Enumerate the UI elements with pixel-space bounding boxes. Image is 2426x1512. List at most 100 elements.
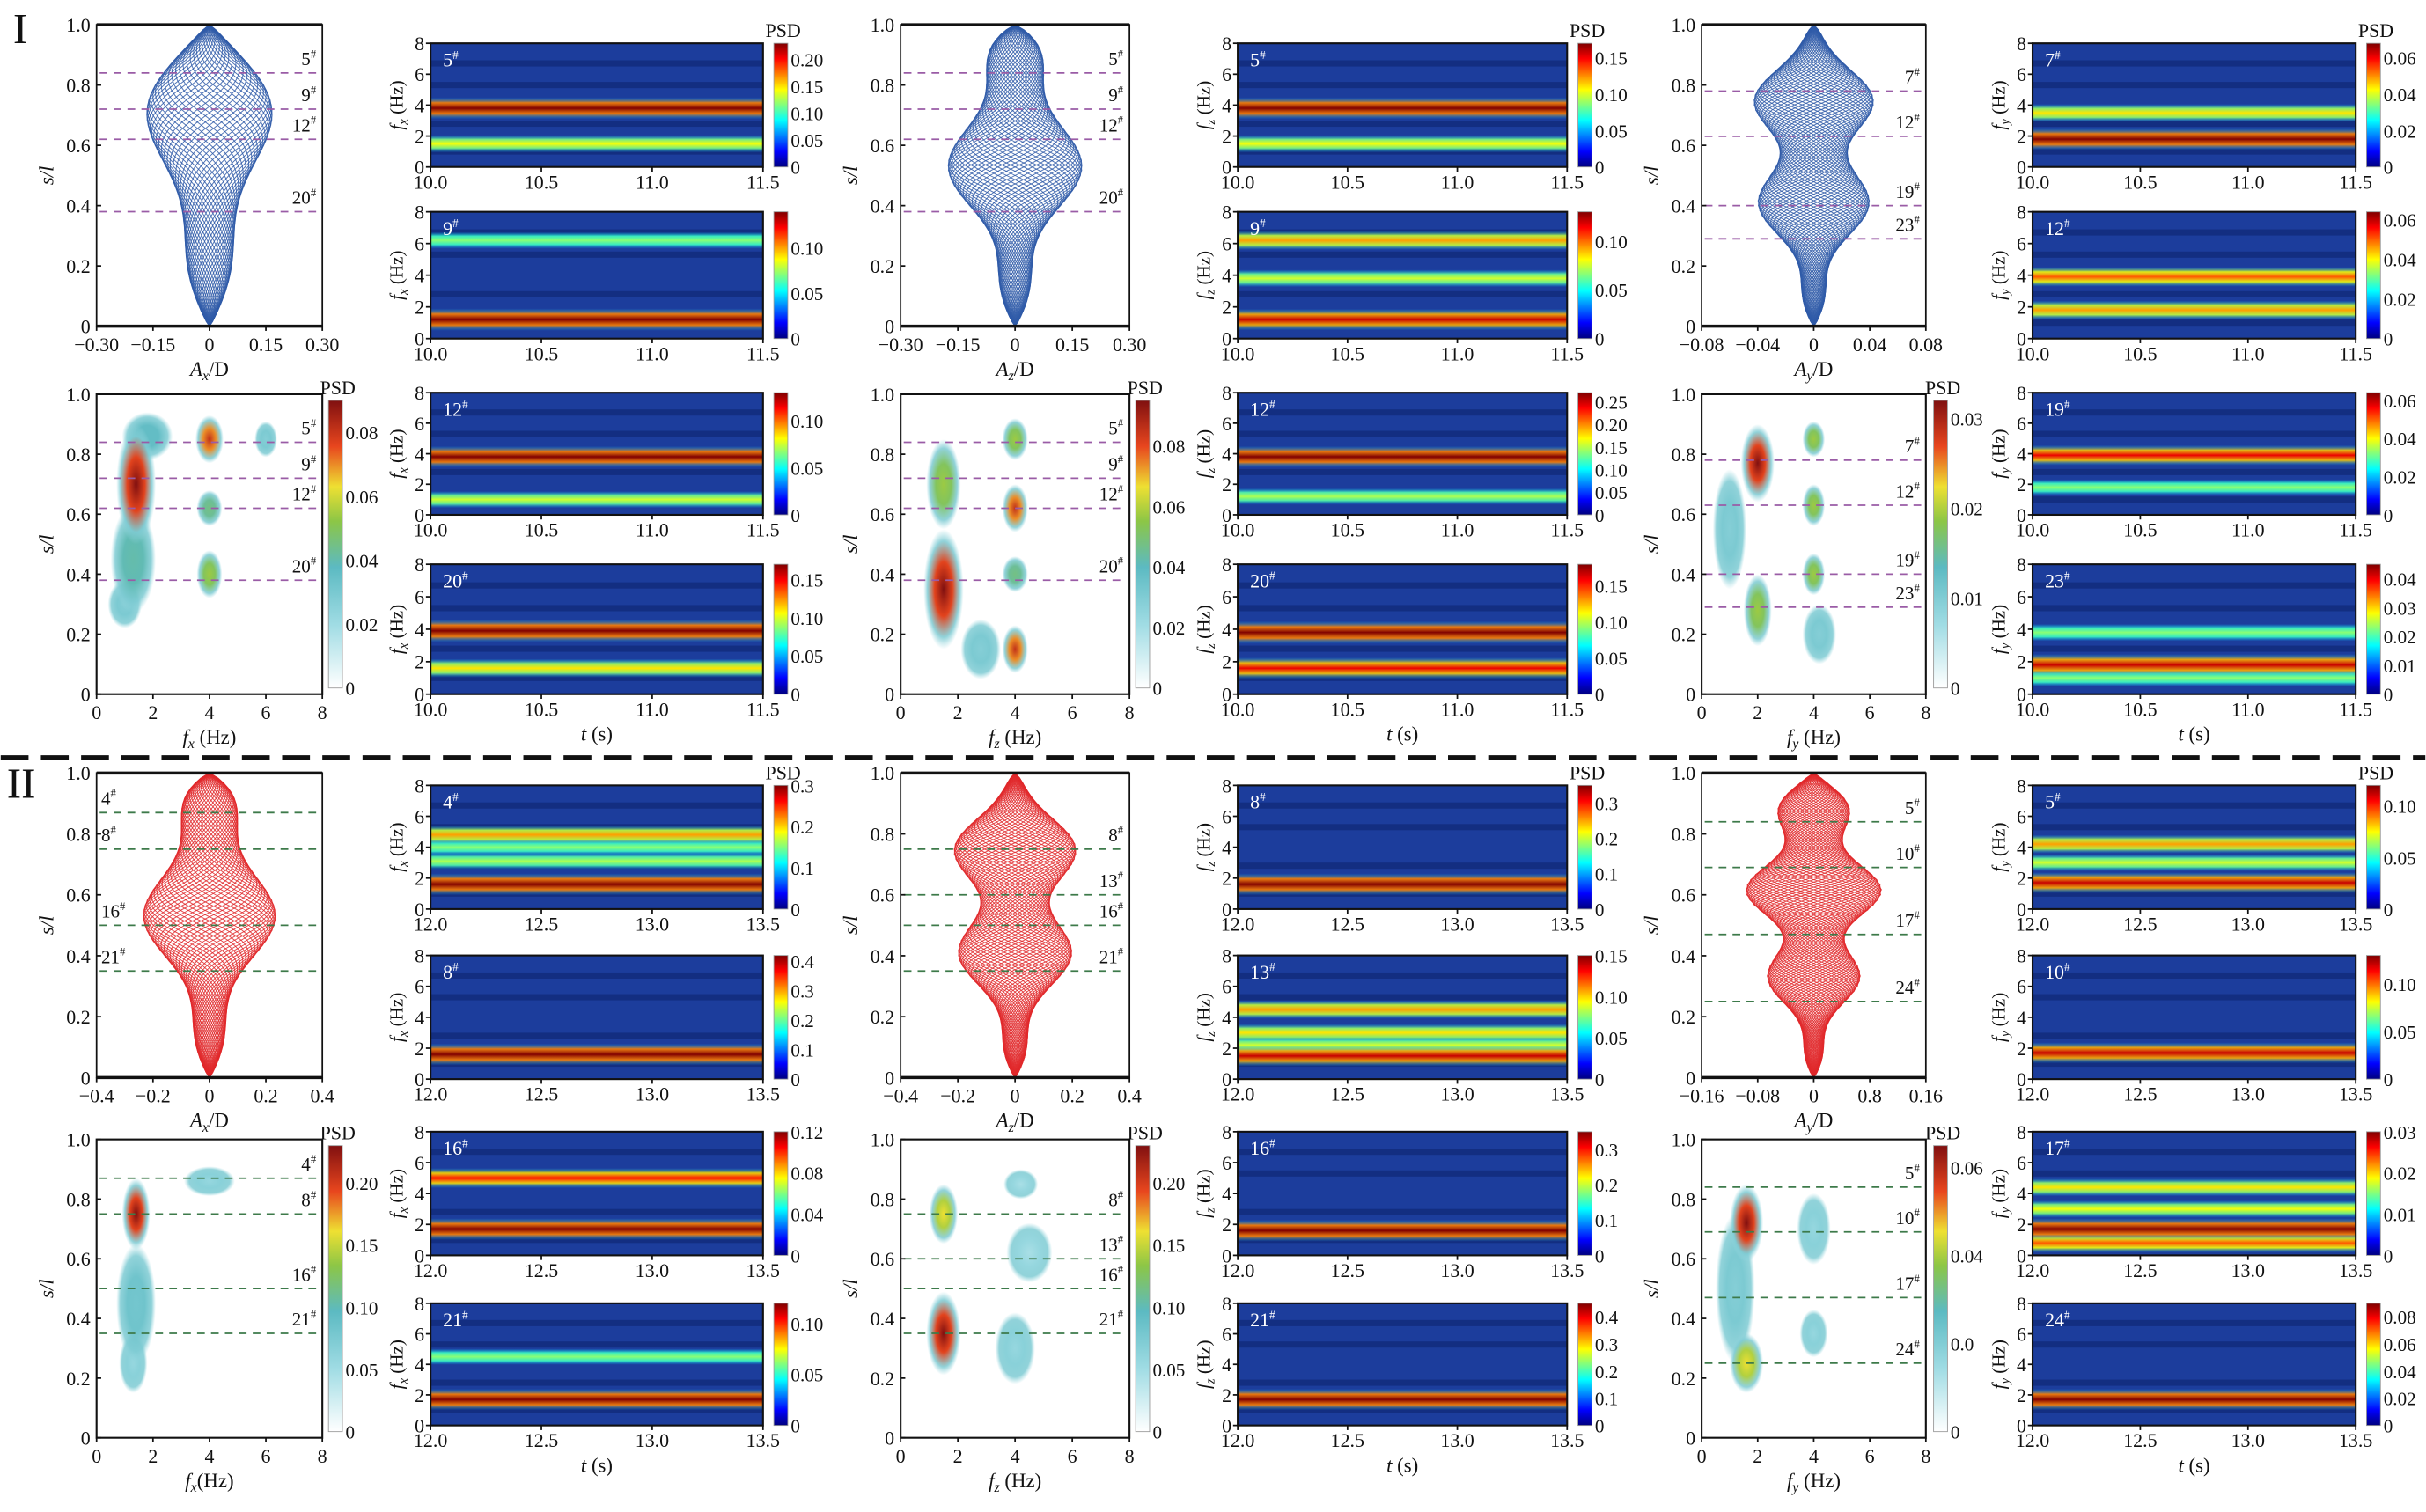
- y-tick-label: 2: [415, 1384, 424, 1406]
- mode-suffix: #: [1914, 1273, 1920, 1285]
- envelope-curve: [1757, 25, 1853, 327]
- x-tick-label: 4: [204, 701, 214, 723]
- x-tick-label: 12.5: [1331, 1259, 1364, 1281]
- axis-subscript: z: [1204, 1031, 1218, 1038]
- envelope-curve: [177, 773, 267, 1078]
- colorbar-tick-label: 0: [2384, 1069, 2393, 1090]
- x-tick-label: 13.0: [636, 1083, 669, 1105]
- y-tick-label: 6: [1222, 413, 1231, 435]
- probe-label: 4#: [443, 790, 459, 813]
- y-axis-label: s/l: [1641, 535, 1663, 554]
- y-tick-label: 1.0: [66, 14, 90, 36]
- spectrogram-trough: [430, 994, 763, 1001]
- spectrogram-band: [2033, 834, 2356, 854]
- y-tick-label: 4: [415, 837, 424, 859]
- axis-symbol: A: [995, 1110, 1010, 1132]
- colorbar-scale: [2366, 563, 2381, 695]
- mode-label: 12#: [1099, 114, 1124, 136]
- axis-symbol: f: [386, 292, 408, 300]
- y-tick-label: 0: [81, 1428, 91, 1450]
- colorbar-tick-label: 0.04: [2384, 84, 2416, 106]
- spectrogram-band: [430, 1043, 763, 1066]
- x-tick-label: 11.5: [2339, 342, 2372, 364]
- mode-number: 24: [1895, 977, 1915, 998]
- x-tick-label: −0.04: [1735, 334, 1780, 356]
- mode-suffix: #: [1118, 48, 1124, 60]
- x-tick-label: 13.5: [1550, 914, 1584, 936]
- spectrogram-trough: [430, 1319, 763, 1326]
- axis-symbol: f: [1787, 1470, 1795, 1492]
- axis-symbol: f: [1193, 1210, 1214, 1218]
- axis-symbol: f: [386, 471, 408, 479]
- y-tick-label: 0.2: [66, 255, 90, 277]
- axis-unit: (Hz): [197, 1470, 234, 1492]
- probe-label: 24#: [2045, 1308, 2070, 1331]
- y-tick-label: 8: [2017, 33, 2026, 55]
- spectrogram-trough: [2033, 972, 2356, 979]
- colorbar-scale: [2366, 955, 2381, 1080]
- colorbar-tick-label: 0: [790, 685, 800, 706]
- mode-label: 9#: [1108, 453, 1124, 475]
- mode-label: 12#: [292, 114, 317, 136]
- x-tick-label: −0.2: [136, 1084, 171, 1106]
- axis-symbol: t: [2179, 723, 2185, 745]
- x-axis-label: t (s): [581, 723, 613, 745]
- colorbar-scale: [1577, 1131, 1592, 1256]
- colorbar-tick-label: 0: [2384, 1245, 2393, 1266]
- y-tick-label: 0.4: [871, 195, 894, 217]
- colorbar: 00.050.100.150.200.25: [1577, 392, 1628, 526]
- axis-unit: (Hz): [1988, 605, 2009, 643]
- y-tick-label: 0.8: [871, 823, 894, 845]
- mode-number: 21: [1250, 1309, 1269, 1331]
- y-tick-label: 4: [415, 1354, 424, 1376]
- x-axis-label: Ay/D: [1793, 358, 1834, 384]
- mode-number: 10: [1895, 843, 1914, 864]
- axis-unit: (Hz): [1988, 823, 2009, 862]
- colorbar-tick-label: 0.06: [2384, 1334, 2416, 1355]
- colorbar-tick-label: 0.2: [1595, 1175, 1618, 1196]
- mode-label: 9#: [301, 84, 317, 106]
- spectrogram-band: [430, 619, 763, 642]
- spectrogram-band: [1238, 1000, 1568, 1019]
- axis-unit: /D: [209, 358, 229, 380]
- mode-suffix: #: [2064, 1308, 2070, 1321]
- colorbar-tick-label: 0: [2384, 158, 2393, 179]
- colorbar-title: PSD: [2358, 19, 2393, 41]
- mode-label: 21#: [292, 1308, 317, 1330]
- x-axis-label: t (s): [1386, 1454, 1418, 1476]
- mode-number: 20: [1099, 555, 1118, 576]
- mode-suffix: #: [452, 790, 459, 804]
- y-tick-label: 2: [2017, 1214, 2026, 1236]
- mode-suffix: #: [1914, 111, 1920, 123]
- spectrogram-trough: [1238, 582, 1568, 589]
- axis-subscript: y: [1805, 1120, 1813, 1135]
- spectrogram-trough: [2033, 1149, 2356, 1156]
- colorbar-tick-label: 0: [790, 158, 800, 179]
- spectrogram-band: [430, 873, 763, 896]
- x-tick-label: 8: [1921, 1445, 1930, 1467]
- axis-unit: (Hz): [386, 823, 408, 862]
- spectrogram-band: [1238, 135, 1568, 153]
- colorbar-tick-label: 0.10: [1595, 459, 1628, 481]
- colorbar-tick-label: 0: [2384, 685, 2393, 706]
- spectrogram-trough: [430, 60, 763, 67]
- spectrogram-trough: [1238, 1379, 1568, 1386]
- mode-suffix: #: [462, 569, 468, 583]
- envelope-curve: [974, 25, 1064, 327]
- x-tick-label: 13.5: [746, 1429, 780, 1451]
- y-axis-label: fz (Hz): [1193, 429, 1217, 478]
- colorbar-tick-label: 0.10: [790, 608, 823, 629]
- colorbar: 0 0.1 0.2 0.3 0.4: [773, 951, 814, 1090]
- y-tick-label: 2: [2017, 473, 2026, 495]
- x-tick-label: 4: [1011, 701, 1020, 723]
- x-axis-label: fx (Hz): [182, 726, 236, 752]
- y-tick-label: 6: [415, 233, 424, 255]
- probe-label: 20#: [443, 569, 468, 592]
- y-tick-label: 2: [1222, 1038, 1231, 1060]
- mode-suffix: #: [1260, 790, 1266, 804]
- colorbar-tick-label: 0.04: [2384, 1362, 2416, 1383]
- axis-subscript: z: [1204, 643, 1218, 650]
- spectrogram-trough: [1238, 1149, 1568, 1156]
